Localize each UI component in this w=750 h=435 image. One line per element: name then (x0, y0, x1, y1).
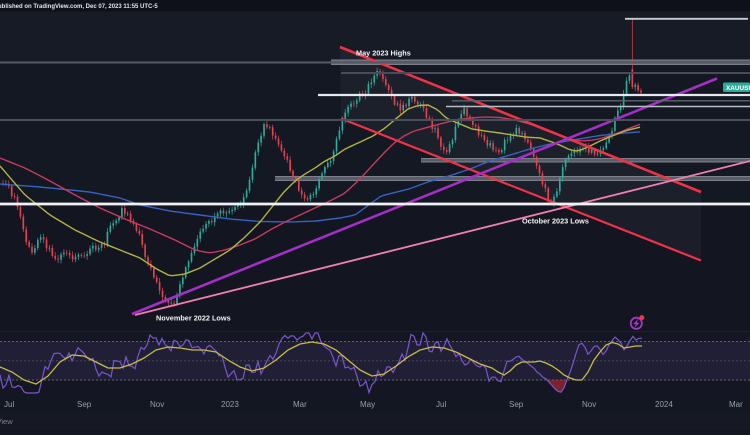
svg-text:Jul: Jul (4, 400, 14, 409)
svg-text:2024: 2024 (655, 400, 673, 409)
svg-text:Sep: Sep (77, 400, 92, 409)
svg-text:View: View (0, 417, 13, 426)
svg-text:May 2023 Highs: May 2023 Highs (356, 49, 411, 58)
svg-text:Mar: Mar (729, 400, 743, 409)
svg-text:Nov: Nov (150, 400, 164, 409)
svg-text:ublished on TradingView.com, D: ublished on TradingView.com, Dec 07, 202… (0, 4, 158, 10)
svg-text:Jul: Jul (436, 400, 446, 409)
svg-text:October 2023 Lows: October 2023 Lows (522, 217, 589, 226)
svg-text:Sep: Sep (509, 400, 524, 409)
svg-text:May: May (360, 400, 375, 409)
svg-text:November 2022 Lows: November 2022 Lows (156, 314, 231, 323)
svg-text:XAUUSD: XAUUSD (726, 85, 750, 92)
svg-text:Nov: Nov (582, 400, 596, 409)
svg-text:Mar: Mar (293, 400, 307, 409)
svg-text:2023: 2023 (221, 400, 239, 409)
